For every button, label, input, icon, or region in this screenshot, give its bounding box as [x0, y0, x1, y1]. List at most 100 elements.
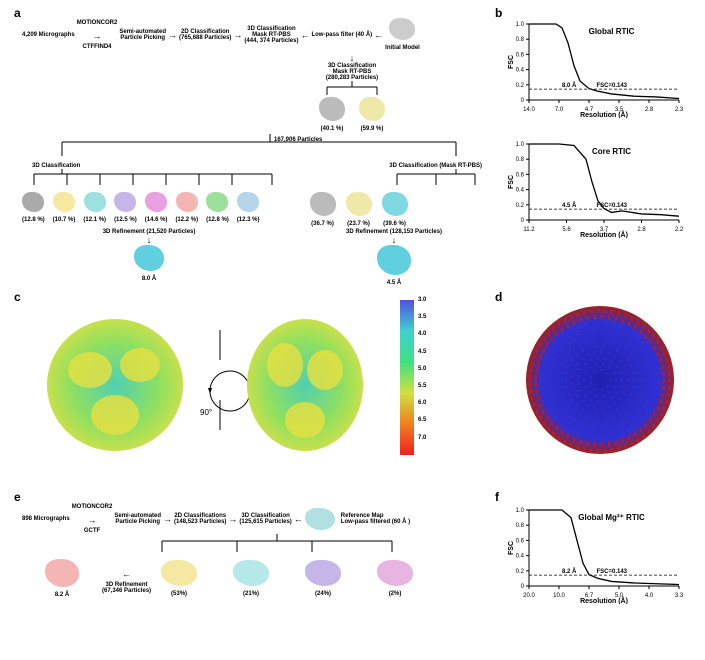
colorbar-tick: 5.5	[418, 383, 426, 400]
svg-text:90°: 90°	[200, 408, 212, 417]
arrow-down: ↓	[22, 235, 276, 245]
svg-text:0.4: 0.4	[516, 188, 525, 194]
arrow: →	[228, 514, 237, 524]
e-class-blob	[377, 560, 413, 586]
svg-text:0.8: 0.8	[516, 37, 525, 43]
step4-bot: (444, 374 Particles)	[244, 38, 298, 44]
initial-model-blob	[389, 18, 415, 40]
class-pct: (12.3 %)	[237, 217, 260, 223]
step2-bot: Particle Picking	[119, 35, 166, 41]
class-pct: (39.6 %)	[382, 221, 408, 227]
e-class-pct: (2%)	[377, 591, 413, 597]
e-class-blob	[233, 560, 269, 586]
fsc-chart-core: 11.25.63.72.82.21.00.80.60.40.20 Core RT…	[505, 138, 685, 238]
svg-text:0.2: 0.2	[516, 203, 525, 209]
svg-text:FSC=0.143: FSC=0.143	[597, 83, 628, 89]
class-pct: (14.6 %)	[145, 217, 168, 223]
class-blob	[382, 192, 408, 216]
initial-label: Initial Model	[385, 45, 420, 51]
angular-dist	[520, 300, 680, 460]
class-blob	[145, 192, 167, 212]
arrow: ←	[294, 514, 303, 524]
result-right	[377, 245, 411, 275]
left-class-row: (12.8 %)(10.7 %)(12.1 %)(12.5 %)(14.6 %)…	[22, 192, 260, 227]
e-class-pct: (24%)	[305, 591, 341, 597]
micrographs-a: 4,209 Micrographs	[22, 32, 75, 38]
arrow-down: ↓	[222, 53, 482, 63]
panel-a-mid: 167,906 Particles 3D Classification 3D C…	[22, 134, 482, 286]
panel-f-label: f	[495, 490, 499, 504]
micrographs-e: 898 Micrographs	[22, 516, 70, 522]
big-branch: 167,906 Particles	[22, 134, 482, 158]
e-class-pct: (53%)	[161, 591, 197, 597]
step4-mid: Mask RT-PBS	[244, 32, 298, 38]
svg-text:0: 0	[521, 98, 525, 104]
svg-text:11.2: 11.2	[523, 227, 535, 233]
svg-text:2.8: 2.8	[645, 107, 654, 113]
colorbar-tick: 3.0	[418, 297, 426, 314]
panel-b-charts: 14.07.04.73.52.82.31.00.80.60.40.20 Glob…	[505, 18, 685, 238]
colorbar-tick: 4.0	[418, 331, 426, 348]
arrow-down: ↓	[306, 235, 482, 245]
svg-text:FSC: FSC	[508, 541, 515, 555]
fsc-chart-global: 14.07.04.73.52.82.31.00.80.60.40.20 Glob…	[505, 18, 685, 118]
arrow: →	[168, 30, 177, 40]
svg-text:FSC: FSC	[508, 175, 515, 189]
svg-text:Global Mg²⁺ RTIC: Global Mg²⁺ RTIC	[578, 513, 645, 522]
e-class-blob	[161, 560, 197, 586]
e-step3-bot: (148,523 Particles)	[174, 519, 226, 525]
step5-bot: (280,283 Particles)	[222, 75, 482, 81]
e-refine-bot: (67,346 Particles)	[102, 588, 151, 594]
class-blob	[22, 192, 44, 212]
svg-text:0.2: 0.2	[516, 83, 525, 89]
refmap-bot: Low-pass filtered (60 Å )	[341, 519, 410, 525]
svg-text:2.8: 2.8	[637, 227, 646, 233]
colorbar-gradient	[400, 300, 414, 455]
class-pct: (10.7 %)	[53, 217, 76, 223]
svg-text:2.3: 2.3	[675, 107, 684, 113]
colorbar-tick: 6.0	[418, 400, 426, 417]
svg-text:20.0: 20.0	[523, 593, 535, 599]
res-right: 4.5 Å	[306, 280, 482, 286]
colorbar-ticks: 3.03.54.04.55.05.56.06.57.0	[418, 297, 426, 452]
panel-e-label: e	[14, 490, 21, 504]
class-pct: (12.1 %)	[83, 217, 106, 223]
svg-text:10.0: 10.0	[553, 593, 565, 599]
multi-branch	[22, 169, 482, 187]
e-step1-top: MOTIONCOR2	[72, 504, 113, 510]
step2-top: Semi-automated	[119, 29, 166, 35]
arrow: →	[233, 30, 242, 40]
svg-text:0.6: 0.6	[516, 52, 525, 58]
result-left	[134, 245, 164, 271]
res-left: 8.0 Å	[22, 276, 276, 282]
e-branch	[142, 534, 462, 554]
fsc-svg: 11.25.63.72.82.21.00.80.60.40.20 Core RT…	[505, 138, 685, 238]
panel-a-flow: 4,209 Micrographs MOTIONCOR2 → CTFFIND4 …	[22, 18, 482, 132]
svg-text:FSC: FSC	[508, 55, 515, 69]
svg-text:3.3: 3.3	[675, 593, 684, 599]
e-result-blob	[45, 559, 79, 587]
step4-top: 3D Classification	[244, 26, 298, 32]
colorbar-tick: 7.0	[418, 435, 426, 452]
svg-text:Resolution (Å): Resolution (Å)	[580, 110, 628, 118]
svg-text:Resolution (Å): Resolution (Å)	[580, 230, 628, 238]
svg-text:Core RTIC: Core RTIC	[592, 147, 631, 156]
lowpass: Low-pass filter (40 Å)	[311, 32, 372, 38]
colorbar-tick: 6.5	[418, 417, 426, 434]
svg-text:4.5 Å: 4.5 Å	[562, 202, 577, 209]
e-class-row: (53%)(21%)(24%)(2%)	[161, 560, 413, 597]
step3-bot: (765,688 Particles)	[179, 35, 231, 41]
svg-text:Global RTIC: Global RTIC	[589, 27, 635, 36]
refmap-blob	[305, 508, 335, 530]
pct-a: (40.1 %)	[319, 126, 345, 132]
svg-text:1.0: 1.0	[516, 22, 525, 28]
panel-f: 20.010.06.75.04.03.31.00.80.60.40.20 Glo…	[505, 504, 685, 604]
svg-text:FSC=0.143: FSC=0.143	[597, 203, 628, 209]
fsc-chart-mg: 20.010.06.75.04.03.31.00.80.60.40.20 Glo…	[505, 504, 685, 604]
svg-text:0: 0	[521, 218, 525, 224]
svg-text:1.0: 1.0	[516, 508, 525, 514]
svg-text:0.8: 0.8	[516, 157, 525, 163]
class-pct: (12.8 %)	[206, 217, 229, 223]
mid-particles: 167,906 Particles	[274, 137, 323, 143]
panel-c-label: c	[14, 290, 21, 304]
